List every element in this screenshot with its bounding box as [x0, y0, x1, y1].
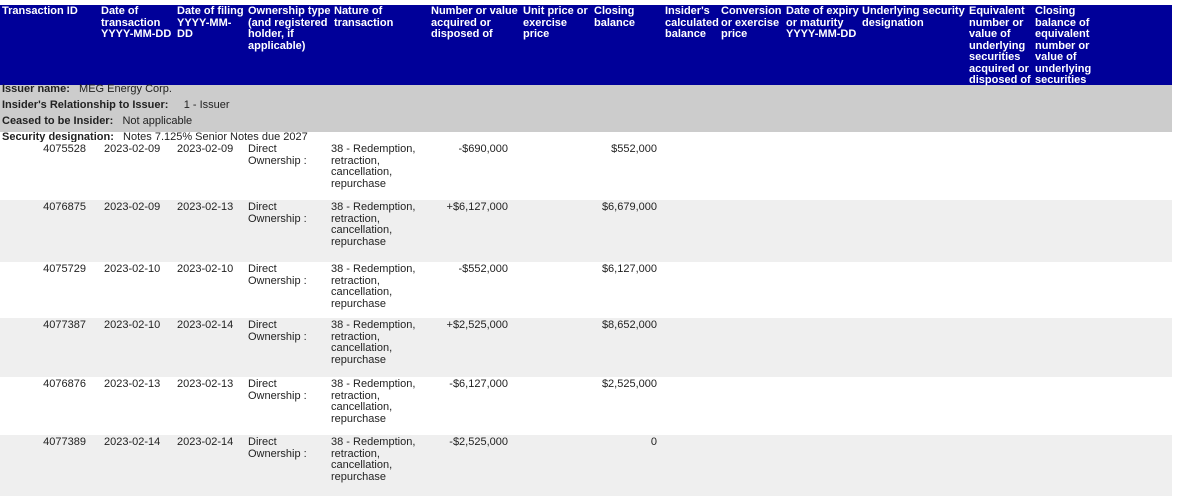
cell: $2,525,000: [601, 378, 657, 390]
column-header: Date of transaction YYYY-MM-DD: [101, 5, 172, 40]
row: [0, 142, 1172, 200]
cell: $8,652,000: [601, 319, 657, 331]
issuer-name: Issuer name: MEG Energy Corp.: [2, 83, 172, 96]
label: Security designation:: [2, 131, 114, 143]
cell: 2023-02-14: [177, 436, 234, 448]
cell: -$6,127,000: [449, 378, 508, 390]
cell: 38 - Redemption, retraction, cancellatio…: [331, 201, 416, 248]
column-header: Nature of transaction: [334, 5, 394, 29]
cell: $6,679,000: [601, 201, 657, 213]
column-header: Closing balance of equivalent number or …: [1035, 5, 1092, 86]
cell: 2023-02-09: [104, 143, 161, 155]
cell: -$690,000: [458, 143, 508, 155]
cell: 4076875: [43, 201, 86, 213]
cell: 2023-02-10: [104, 263, 161, 275]
cell: 2023-02-10: [104, 319, 161, 331]
label: Ceased to be Insider:: [2, 115, 114, 127]
column-header: Closing balance: [594, 5, 635, 29]
column-header: Date of filing YYYY-MM-DD: [177, 5, 244, 40]
column-header: Insider's calculated balance: [665, 5, 719, 40]
cell: Direct Ownership :: [248, 143, 307, 167]
label: Insider's Relationship to Issuer:: [2, 99, 169, 111]
row: [0, 318, 1172, 377]
cell: 2023-02-14: [177, 319, 234, 331]
cell: 38 - Redemption, retraction, cancellatio…: [331, 143, 416, 190]
cell: Direct Ownership :: [248, 378, 307, 402]
cell: Direct Ownership :: [248, 436, 307, 460]
cell: 4077389: [43, 436, 86, 448]
value: MEG Energy Corp.: [79, 83, 172, 95]
cell: +$6,127,000: [446, 201, 508, 213]
cell: Direct Ownership :: [248, 201, 307, 225]
row: [0, 435, 1172, 496]
cell: 2023-02-10: [177, 263, 234, 275]
issuer-block: [0, 85, 1172, 132]
cell: Direct Ownership :: [248, 319, 307, 343]
cell: $552,000: [611, 143, 657, 155]
cell: 2023-02-14: [104, 436, 161, 448]
cell: 38 - Redemption, retraction, cancellatio…: [331, 319, 416, 366]
value: 1 - Issuer: [183, 99, 230, 111]
cell: 0: [650, 436, 657, 448]
issuer-ceased: Ceased to be Insider: Not applicable: [2, 115, 193, 128]
cell: 4076876: [43, 378, 86, 390]
cell: 2023-02-09: [177, 143, 234, 155]
cell: -$2,525,000: [449, 436, 508, 448]
cell: Direct Ownership :: [248, 263, 307, 287]
column-header: Equivalent number or value of underlying…: [969, 5, 1031, 86]
cell: +$2,525,000: [446, 319, 508, 331]
value: Notes 7.125% Senior Notes due 2027: [123, 131, 308, 143]
value: Not applicable: [122, 115, 193, 127]
cell: 4077387: [43, 319, 86, 331]
column-header: Underlying security designation: [862, 5, 965, 29]
cell: 2023-02-13: [104, 378, 161, 390]
security-designation: Security designation: Notes 7.125% Senio…: [2, 131, 308, 144]
label: Issuer name:: [2, 83, 70, 95]
cell: 38 - Redemption, retraction, cancellatio…: [331, 436, 416, 483]
cell: -$552,000: [458, 263, 508, 275]
column-header: Transaction ID: [2, 5, 78, 17]
issuer-relationship: Insider's Relationship to Issuer: 1 - Is…: [2, 99, 230, 112]
cell: 4075729: [43, 263, 86, 275]
cell: 2023-02-09: [104, 201, 161, 213]
cell: 2023-02-13: [177, 201, 234, 213]
column-header: Ownership type (and registered holder, i…: [248, 5, 331, 52]
cell: $6,127,000: [601, 263, 657, 275]
header-bar: [0, 5, 1172, 85]
row: [0, 262, 1172, 318]
row: [0, 200, 1172, 262]
column-header: Date of expiry or maturity YYYY-MM-DD: [786, 5, 859, 40]
cell: 38 - Redemption, retraction, cancellatio…: [331, 378, 416, 425]
column-header: Unit price or exercise price: [523, 5, 588, 40]
cell: 2023-02-13: [177, 378, 234, 390]
cell: 38 - Redemption, retraction, cancellatio…: [331, 263, 416, 310]
row: [0, 377, 1172, 435]
cell: 4075528: [43, 143, 86, 155]
column-header: Number or value acquired or disposed of: [431, 5, 518, 40]
column-header: Conversion or exercise price: [721, 5, 782, 40]
